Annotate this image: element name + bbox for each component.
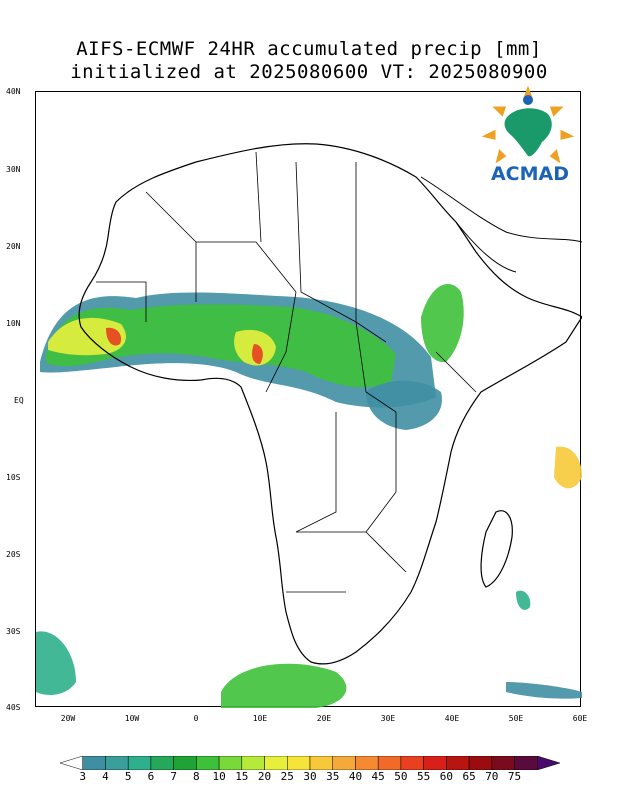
- lon-label-20e: 20E: [316, 714, 332, 723]
- colorbar-label: 25: [280, 770, 294, 783]
- precip-area-madagascar-south: [516, 590, 531, 610]
- lon-label-10w: 10W: [124, 714, 140, 723]
- colorbar-swatch: [514, 756, 538, 770]
- colorbar-swatch: [423, 756, 447, 770]
- logo-text: ACMAD: [490, 163, 570, 185]
- lon-label-10e: 10E: [252, 714, 268, 723]
- colorbar-label: 60: [439, 770, 453, 783]
- colorbar-swatch: [287, 756, 311, 770]
- madagascar-coastline: [480, 510, 513, 588]
- colorbar: [60, 756, 560, 770]
- colorbar-label: 20: [257, 770, 272, 783]
- lon-label-40e: 40E: [444, 714, 460, 723]
- colorbar-label: 70: [485, 770, 499, 783]
- precip-area-east-africa: [366, 380, 442, 430]
- precip-area-peak-guinea: [106, 327, 122, 346]
- colorbar-label: 30: [303, 770, 317, 783]
- colorbar-swatch: [537, 756, 560, 770]
- lat-label-20s: 20S: [6, 550, 21, 559]
- colorbar-swatch: [127, 756, 152, 770]
- precip-area-ethiopia: [421, 284, 464, 363]
- lat-label-40n: 40N: [6, 87, 21, 96]
- precip-area-southern-ocean: [221, 663, 347, 708]
- colorbar-min-arrow: [60, 756, 83, 770]
- colorbar-label: 8: [193, 770, 200, 783]
- colorbar-swatch: [82, 756, 106, 770]
- colorbar-swatch: [218, 756, 243, 770]
- colorbar-label: 15: [235, 770, 249, 783]
- precip-fields: [36, 284, 582, 708]
- colorbar-label: 3: [79, 770, 87, 783]
- colorbar-label: 50: [394, 770, 408, 783]
- lon-label-30e: 30E: [380, 714, 396, 723]
- lat-label-30n: 30N: [6, 165, 21, 174]
- lat-label-40s: 40S: [6, 703, 21, 712]
- africa-coastline: [78, 143, 582, 665]
- lon-label-50e: 50E: [508, 714, 524, 723]
- precip-area-south-atlantic: [36, 631, 76, 695]
- lon-label-60e: 60E: [572, 714, 588, 723]
- colorbar-label: 5: [124, 770, 132, 783]
- colorbar-swatch: [264, 756, 288, 770]
- colorbar-label: 65: [462, 770, 476, 783]
- colorbar-label: 4: [102, 770, 109, 783]
- colorbar-label: 45: [371, 770, 385, 783]
- colorbar-label: 75: [507, 770, 522, 783]
- precip-area-west-africa-mid: [46, 304, 396, 388]
- lat-label-eq: EQ: [14, 396, 24, 405]
- colorbar-swatch: [150, 756, 174, 770]
- colorbar-swatch: [377, 756, 402, 770]
- colorbar-label: 35: [326, 770, 340, 783]
- lat-label-30s: 30S: [6, 627, 21, 636]
- precip-area-indian-ocean: [554, 446, 582, 489]
- lat-label-10n: 10N: [6, 319, 21, 328]
- lon-label-20w: 20W: [60, 714, 76, 723]
- precip-area-west-africa-high: [48, 317, 126, 356]
- colorbar-label: 7: [170, 770, 177, 783]
- arabia-coastline: [420, 176, 582, 273]
- colorbar-swatch: [309, 756, 333, 770]
- colorbar-label: 6: [147, 770, 155, 783]
- map-frame: [35, 91, 582, 708]
- colorbar-label: 10: [212, 770, 226, 783]
- colorbar-swatch: [105, 756, 129, 770]
- colorbar-swatch: [196, 756, 220, 770]
- colorbar-label: 55: [417, 770, 431, 783]
- colorbar-swatch: [468, 756, 493, 770]
- lon-label-0: 0: [193, 714, 199, 723]
- colorbar-swatch: [241, 756, 265, 770]
- lat-label-20n: 20N: [6, 242, 21, 251]
- colorbar-swatch: [332, 756, 356, 770]
- colorbar-swatch: [400, 756, 424, 770]
- precip-area-southern-ocean-east: [506, 682, 582, 699]
- colorbar-swatch: [446, 756, 470, 770]
- lat-label-10s: 10S: [6, 473, 21, 482]
- country-borders: [96, 151, 477, 593]
- colorbar-label: 40: [348, 770, 363, 783]
- precip-area-peak-nigeria: [252, 344, 263, 364]
- colorbar-swatch: [491, 756, 515, 770]
- colorbar-swatch: [355, 756, 379, 770]
- map-title-line1: AIFS-ECMWF 24HR accumulated precip [mm]: [76, 38, 542, 60]
- map-title-line2: initialized at 2025080600 VT: 2025080900: [70, 61, 548, 83]
- precip-map: [36, 143, 582, 708]
- colorbar-swatch: [173, 756, 197, 770]
- africa-sun-logo-icon: [481, 86, 575, 164]
